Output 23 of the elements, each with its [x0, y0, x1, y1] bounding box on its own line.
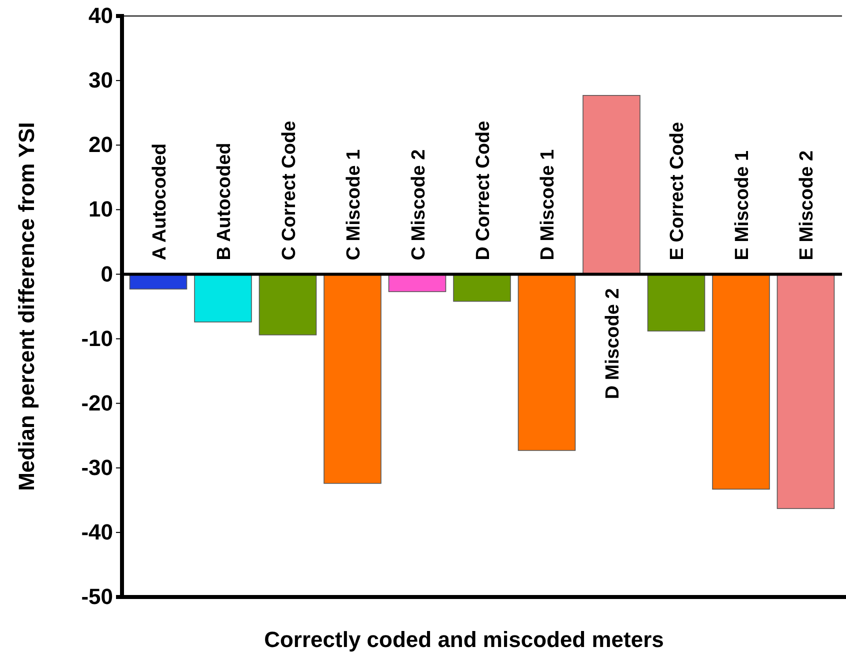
x-tick-label: D Miscode 2	[602, 288, 624, 400]
x-tick-label: E Miscode 2	[796, 150, 818, 260]
y-tick-label: 0	[100, 261, 113, 286]
x-tick-label: A Autocoded	[149, 143, 170, 260]
y-tick-label: 20	[88, 132, 113, 158]
y-axis-title: Median percent difference from YSI	[14, 122, 39, 491]
y-tick-label: 10	[88, 196, 113, 222]
x-tick-label: D Correct Code	[473, 120, 494, 260]
y-tick-label: -20	[81, 390, 113, 416]
x-tick-label: E Miscode 1	[732, 150, 753, 260]
x-tick-label: B Autocoded	[214, 142, 236, 260]
x-tick-label: C Miscode 2	[408, 149, 430, 260]
x-tick-label: E Correct Code	[667, 122, 688, 260]
y-tick-label: -10	[81, 326, 113, 351]
x-axis-title: Correctly coded and miscoded meters	[264, 627, 664, 652]
y-tick-label: 40	[88, 3, 113, 28]
x-tick-label: D Miscode 1	[538, 148, 559, 260]
y-tick-label: -50	[81, 584, 113, 610]
y-tick-label: 30	[88, 68, 113, 93]
x-tick-label: C Correct Code	[278, 120, 300, 260]
x-tick-label: C Miscode 1	[344, 148, 365, 260]
y-tick-label: -40	[81, 519, 113, 544]
y-tick-label: -30	[81, 454, 113, 480]
